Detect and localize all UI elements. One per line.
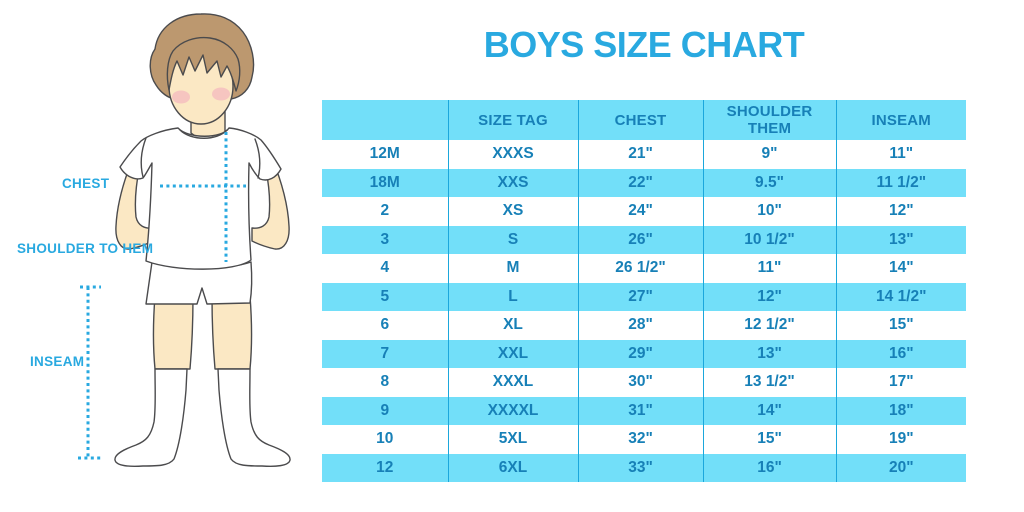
table-row: 18M XXS 22" 9.5" 11 1/2" — [322, 168, 966, 197]
table-row: 6 XL 28" 12 1/2" 15" — [322, 311, 966, 340]
right-leg — [211, 295, 253, 370]
cell-shoulder: 11" — [703, 254, 837, 283]
cell-size-tag: 5XL — [448, 425, 579, 454]
table-row: 2 XS 24" 10" 12" — [322, 197, 966, 226]
blush-right — [212, 87, 230, 101]
header-inseam: INSEAM — [836, 100, 966, 140]
table-row: 12M XXXS 21" 9" 11" — [322, 140, 966, 169]
cell-size: 9 — [322, 396, 449, 425]
cell-chest: 33" — [578, 453, 704, 482]
cell-size-tag: L — [448, 282, 579, 311]
right-arm — [251, 157, 290, 250]
cell-chest: 24" — [578, 197, 704, 226]
cell-size-tag: XXXXL — [448, 396, 579, 425]
cell-inseam: 11 1/2" — [836, 168, 966, 197]
right-sock — [217, 368, 291, 468]
table-row: 4 M 26 1/2" 11" 14" — [322, 254, 966, 283]
cell-shoulder: 15" — [703, 425, 837, 454]
shirt — [119, 127, 282, 270]
cell-size-tag: XXS — [448, 168, 579, 197]
cell-inseam: 16" — [836, 339, 966, 368]
cell-shoulder: 13" — [703, 339, 837, 368]
size-table: SIZE TAG CHEST SHOULDER THEM INSEAM 12M … — [322, 100, 966, 482]
cell-size-tag: XXL — [448, 339, 579, 368]
left-sock — [114, 368, 188, 468]
inseam-label: INSEAM — [30, 354, 85, 369]
cell-chest: 30" — [578, 368, 704, 397]
collar-line — [179, 129, 228, 139]
cell-inseam: 15" — [888, 316, 914, 334]
cell-shoulder: 16" — [703, 453, 837, 482]
cell-size: 7 — [322, 339, 449, 368]
cell-inseam: 19" — [888, 430, 914, 448]
cell-shoulder: 13 1/2" — [703, 368, 837, 397]
header-size-age — [322, 100, 449, 140]
cell-size: 12M — [322, 140, 449, 169]
left-leg — [152, 295, 194, 370]
cell-chest: 22" — [578, 168, 704, 197]
cell-inseam: 12" — [888, 202, 914, 220]
sleeve-seam-left — [140, 137, 147, 178]
sleeve-seam-right — [254, 138, 261, 179]
header-size-tag: SIZE TAG — [448, 100, 579, 140]
cell-chest: 27" — [578, 282, 704, 311]
cell-shoulder: 9.5" — [703, 168, 837, 197]
cell-size: 10 — [322, 425, 449, 454]
table-row: 12 6XL 33" 16" 20" — [322, 453, 966, 482]
cell-size: 18M — [322, 168, 449, 197]
cell-shoulder: 12" — [703, 282, 837, 311]
cell-size-tag: S — [448, 225, 579, 254]
header-shoulder-hem: SHOULDER THEM — [703, 100, 837, 140]
page-title: BOYS SIZE CHART — [483, 24, 805, 65]
cell-size-tag: XXXS — [448, 140, 579, 169]
chest-label: CHEST — [62, 176, 110, 191]
cell-size-tag: XL — [448, 311, 579, 340]
cell-inseam: 20" — [836, 453, 966, 482]
cell-size: 8 — [322, 368, 449, 397]
table-header-row: SIZE TAG CHEST SHOULDER THEM INSEAM — [322, 100, 966, 140]
cell-size-tag: XXXL — [448, 368, 579, 397]
cell-size: 12 — [322, 453, 449, 482]
table-row: 8 XXXL 30" 13 1/2" 17" — [322, 368, 966, 397]
table-row: 10 5XL 32" 15" 19" — [322, 425, 966, 454]
table-row: 7 XXL 29" 13" 16" — [322, 339, 966, 368]
cell-size: 4 — [322, 254, 449, 283]
cell-size: 5 — [322, 282, 449, 311]
left-arm — [115, 157, 154, 250]
cell-shoulder: 10 1/2" — [703, 225, 837, 254]
header-chest: CHEST — [578, 100, 704, 140]
cell-size: 2 — [322, 197, 449, 226]
blush-left — [172, 90, 190, 104]
cell-chest: 26 1/2" — [578, 254, 704, 283]
cell-size-tag: XS — [448, 197, 579, 226]
cell-chest: 29" — [578, 339, 704, 368]
cell-inseam: 11" — [889, 145, 914, 163]
cell-size-tag: M — [448, 254, 579, 283]
bangs — [166, 36, 241, 92]
table-row: 3 S 26" 10 1/2" 13" — [322, 225, 966, 254]
cell-size: 6 — [322, 311, 449, 340]
cell-chest: 21" — [578, 140, 704, 169]
boy-illustration — [78, 13, 291, 468]
shoulder-to-hem-label: SHOULDER TO HEM — [17, 241, 154, 256]
cell-inseam: 13" — [836, 225, 966, 254]
cell-shoulder: 12 1/2" — [703, 311, 837, 340]
cell-inseam: 14" — [888, 259, 914, 277]
cell-size-tag: 6XL — [448, 453, 579, 482]
cell-shoulder: 10" — [703, 197, 837, 226]
cell-size: 3 — [322, 225, 449, 254]
cell-chest: 31" — [578, 396, 704, 425]
cell-chest: 32" — [578, 425, 704, 454]
cell-inseam: 18" — [836, 396, 966, 425]
table-row: 9 XXXXL 31" 14" 18" — [322, 396, 966, 425]
cell-inseam: 14 1/2" — [836, 282, 966, 311]
cell-inseam: 17" — [888, 373, 914, 391]
table-row: 5 L 27" 12" 14 1/2" — [322, 282, 966, 311]
cell-chest: 26" — [578, 225, 704, 254]
cell-shoulder: 9" — [703, 140, 837, 169]
cell-chest: 28" — [578, 311, 704, 340]
cell-shoulder: 14" — [703, 396, 837, 425]
